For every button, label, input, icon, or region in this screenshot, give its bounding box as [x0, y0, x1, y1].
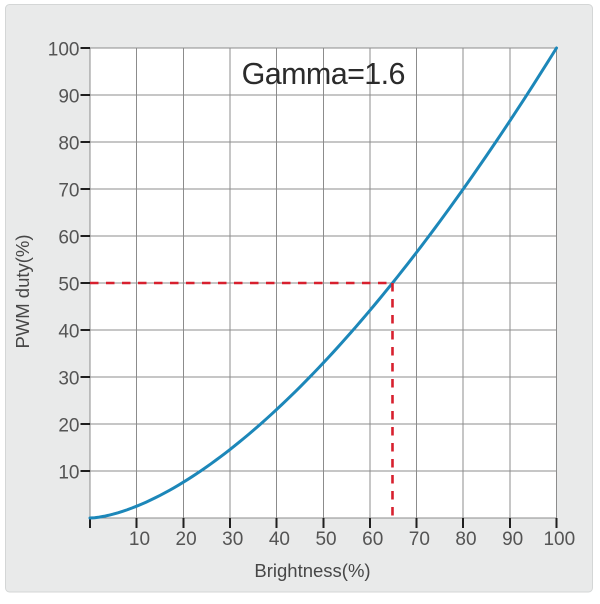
svg-text:30: 30: [222, 529, 243, 550]
svg-text:40: 40: [58, 321, 79, 342]
svg-text:100: 100: [48, 39, 80, 60]
svg-text:10: 10: [58, 462, 79, 483]
svg-text:50: 50: [58, 274, 79, 295]
svg-text:40: 40: [269, 529, 290, 550]
svg-text:60: 60: [58, 227, 79, 248]
svg-text:10: 10: [129, 529, 150, 550]
svg-text:80: 80: [455, 529, 476, 550]
svg-text:30: 30: [58, 368, 79, 389]
svg-text:60: 60: [362, 529, 383, 550]
svg-text:Gamma=1.6: Gamma=1.6: [242, 57, 405, 91]
svg-text:Brightness(%): Brightness(%): [254, 560, 370, 581]
svg-text:PWM duty(%): PWM duty(%): [12, 234, 33, 348]
svg-text:20: 20: [58, 415, 79, 436]
svg-text:50: 50: [315, 529, 336, 550]
svg-text:20: 20: [176, 529, 197, 550]
svg-text:90: 90: [502, 529, 523, 550]
svg-text:70: 70: [409, 529, 430, 550]
svg-text:100: 100: [543, 529, 575, 550]
svg-text:90: 90: [58, 86, 79, 107]
svg-text:80: 80: [58, 133, 79, 154]
svg-text:70: 70: [58, 180, 79, 201]
